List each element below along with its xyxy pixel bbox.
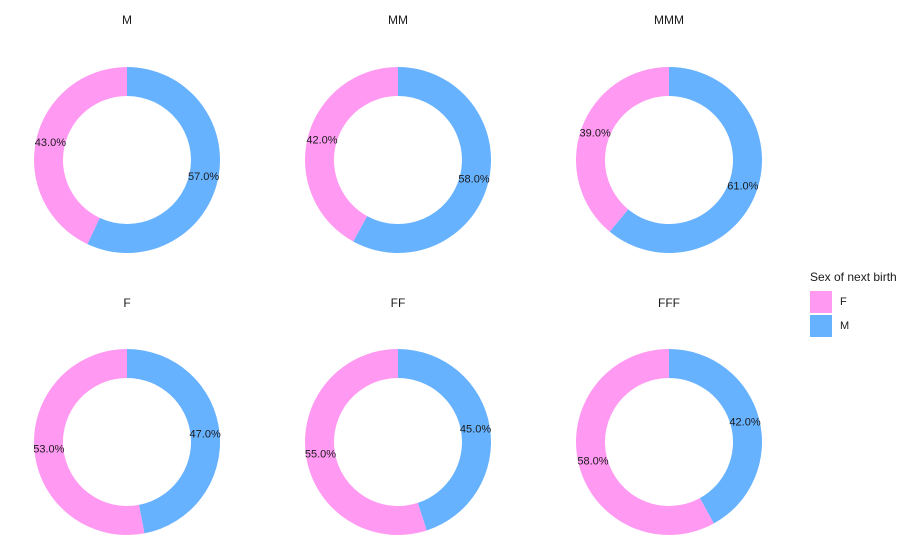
slice-label: 42.0% (306, 134, 337, 146)
donut-panel: FF 45.0% 55.0% (305, 296, 491, 535)
slice-label: 53.0% (33, 443, 64, 455)
donut-slice-f (576, 349, 714, 536)
slice-label: 58.0% (458, 174, 489, 186)
donut-slice-m (669, 348, 763, 524)
slice-label: 45.0% (460, 424, 491, 436)
donut-slice-m (87, 67, 221, 254)
donut-slice-m (127, 348, 220, 534)
panel-title: FFF (658, 296, 680, 310)
panel-title: M (122, 13, 132, 27)
donut-slice-f (33, 349, 145, 535)
slice-label: 58.0% (577, 456, 608, 468)
donut-slice-m (398, 349, 491, 531)
panel-title: MMM (654, 13, 684, 27)
legend-items: FM (810, 291, 849, 337)
panels-group: M 57.0% 43.0% MM 58.0% 42.0% MMM 61.0% 39.0% F 47.… (33, 13, 763, 536)
slice-label: 43.0% (35, 137, 66, 149)
donut-slice-f (575, 67, 669, 232)
donut-slice-m (609, 67, 762, 253)
slice-label: 39.0% (580, 127, 611, 139)
donut-panel: MM 58.0% 42.0% (305, 13, 491, 254)
slice-label: 42.0% (729, 416, 760, 428)
slice-label: 47.0% (190, 429, 221, 441)
donut-panel: FFF 42.0% 58.0% (576, 296, 763, 536)
legend-label-f: F (840, 296, 847, 308)
legend-swatch-f (810, 291, 832, 313)
legend: Sex of next birth FM (810, 270, 897, 337)
slice-label: 55.0% (305, 448, 336, 460)
panel-title: MM (388, 13, 408, 27)
panel-title: F (123, 296, 130, 310)
donut-slice-m (353, 67, 491, 254)
legend-title: Sex of next birth (810, 270, 897, 284)
slice-label: 57.0% (188, 171, 219, 183)
panel-title: FF (391, 296, 406, 310)
donut-slice-f (34, 67, 127, 245)
donut-panel: M 57.0% 43.0% (34, 13, 221, 254)
legend-label-m: M (840, 320, 849, 332)
donut-panel: F 47.0% 53.0% (33, 296, 221, 535)
slice-label: 61.0% (727, 181, 758, 193)
donut-panel: MMM 61.0% 39.0% (575, 13, 762, 253)
donut-slice-f (304, 349, 427, 535)
legend-swatch-m (810, 315, 832, 337)
donut-slice-f (305, 67, 398, 242)
